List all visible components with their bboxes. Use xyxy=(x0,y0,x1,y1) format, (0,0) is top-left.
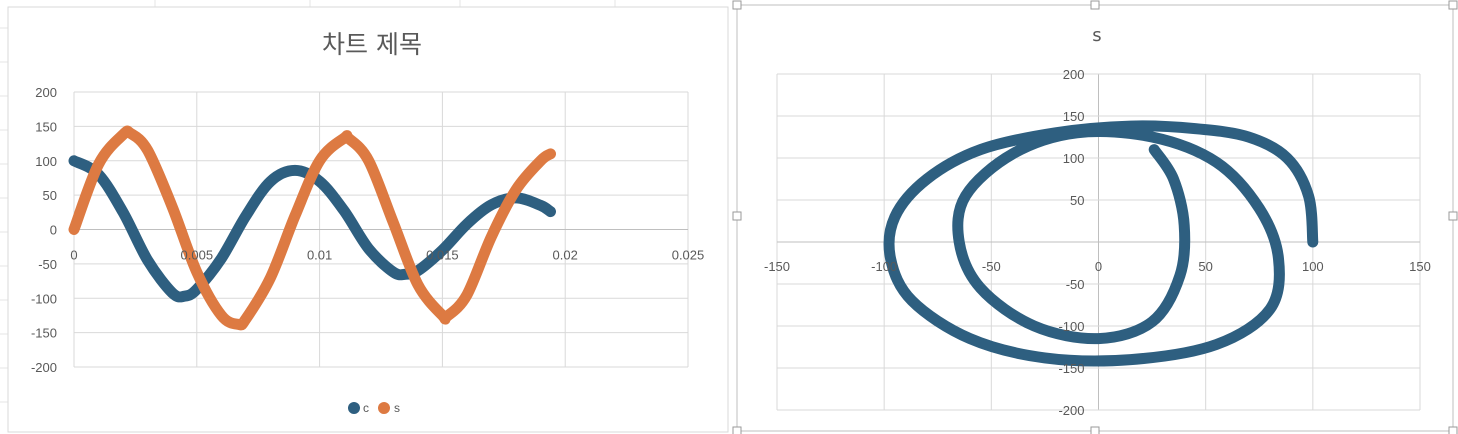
resize-handle[interactable] xyxy=(732,211,742,221)
chart-right-x-tick-label: -50 xyxy=(982,259,1001,274)
chart-right-title: s xyxy=(1092,25,1101,46)
chart-left-y-tick-label: -100 xyxy=(31,291,57,306)
legend-label-s: s xyxy=(394,401,400,415)
chart-right-y-tick-label: -50 xyxy=(1066,277,1085,292)
resize-handle[interactable] xyxy=(1448,211,1458,221)
chart-left-y-tick-label: 200 xyxy=(35,85,57,100)
series-c-line xyxy=(68,155,556,303)
resize-handle[interactable] xyxy=(732,0,742,10)
resize-handle[interactable] xyxy=(1448,426,1458,434)
chart-right-y-tick-label: -150 xyxy=(1058,361,1084,376)
chart-left-y-tick-label: 150 xyxy=(35,119,57,134)
chart-right[interactable]: s -150 -100 -50 0 50 100 150 200 150 100 50 -50 -100… xyxy=(732,0,1458,434)
chart-left-frame[interactable] xyxy=(7,6,729,433)
resize-handle[interactable] xyxy=(732,426,742,434)
series-s-line xyxy=(68,125,556,331)
chart-left-x-tick-label: 0.005 xyxy=(181,248,214,263)
legend-label-c: c xyxy=(363,401,369,415)
chart-right-y-tick-label: 100 xyxy=(1063,151,1085,166)
chart-left-y-tick-label: 0 xyxy=(50,223,57,238)
series-s-trajectory-line xyxy=(883,120,1319,367)
resize-handle[interactable] xyxy=(1090,426,1100,434)
chart-right-x-tick-label: 50 xyxy=(1198,259,1212,274)
chart-right-y-tick-label: -100 xyxy=(1058,319,1084,334)
chart-right-x-tick-label: 100 xyxy=(1302,259,1324,274)
chart-right-y-tick-label: -200 xyxy=(1058,403,1084,418)
chart-left-y-tick-label: -200 xyxy=(31,360,57,375)
chart-right-x-tick-label: -150 xyxy=(764,259,790,274)
chart-left-x-tick-label: 0 xyxy=(70,248,77,263)
chart-left-series-layer xyxy=(68,125,556,331)
resize-handle[interactable] xyxy=(1090,0,1100,10)
chart-right-frame[interactable] xyxy=(736,4,1454,432)
chart-left-y-tick-label: 100 xyxy=(35,154,57,169)
chart-left-tick-labels: 0 0.005 0.01 0.015 0.02 0.025 200 150 100 50 0 -50 -… xyxy=(31,85,704,375)
chart-right-y-tick-label: 200 xyxy=(1063,67,1085,82)
chart-left-x-tick-label: 0.025 xyxy=(672,248,705,263)
chart-left-legend: c s xyxy=(348,401,400,415)
chart-left-x-tick-label: 0.01 xyxy=(307,248,332,263)
chart-right-x-tick-label: -100 xyxy=(871,259,897,274)
chart-right-y-tick-label: 150 xyxy=(1063,109,1085,124)
chart-left-x-tick-label: 0.015 xyxy=(426,248,459,263)
chart-left[interactable]: 차트 제목 0 0.005 0.01 0.015 0.02 0.025 200 150 100 5… xyxy=(7,6,729,433)
legend-marker-c xyxy=(348,402,360,414)
chart-right-x-tick-label: 150 xyxy=(1409,259,1431,274)
chart-right-y-tick-label: 50 xyxy=(1070,193,1084,208)
chart-left-title: 차트 제목 xyxy=(322,30,422,59)
legend-marker-s xyxy=(378,402,390,414)
sheet-gridlines xyxy=(0,0,616,403)
chart-left-y-tick-label: 50 xyxy=(43,188,57,203)
chart-left-y-tick-label: -50 xyxy=(38,257,57,272)
chart-right-x-tick-label: 0 xyxy=(1095,259,1102,274)
chart-right-resize-handles[interactable] xyxy=(732,0,1458,434)
chart-right-tick-labels: -150 -100 -50 0 50 100 150 200 150 100 50 -50 -100 -1… xyxy=(764,67,1431,418)
chart-left-x-tick-label: 0.02 xyxy=(553,248,578,263)
resize-handle[interactable] xyxy=(1448,0,1458,10)
chart-right-series-layer xyxy=(883,120,1319,367)
chart-left-y-tick-label: -150 xyxy=(31,326,57,341)
